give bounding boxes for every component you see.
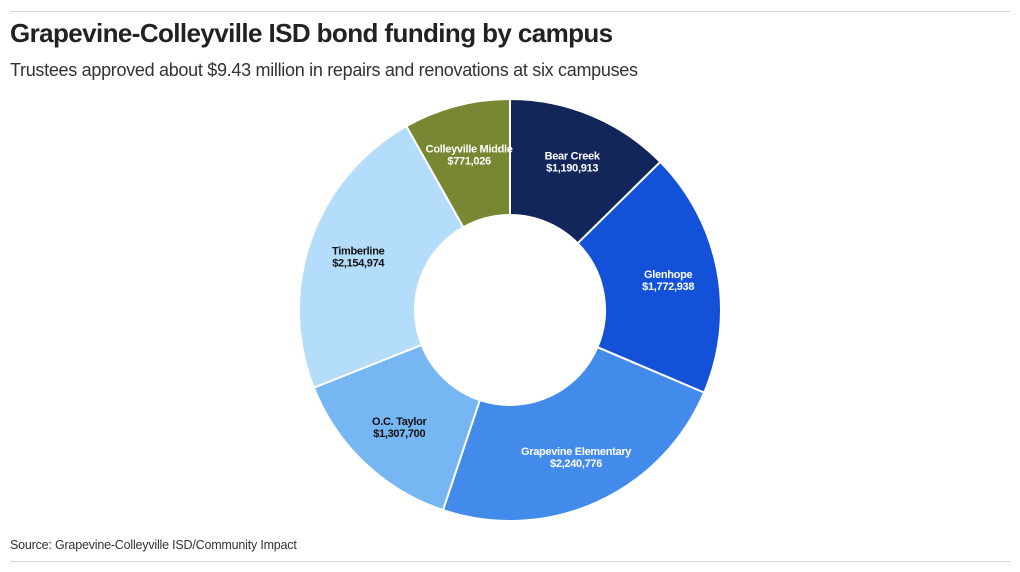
slice-value: $2,154,974 (332, 257, 385, 269)
chart-subtitle: Trustees approved about $9.43 million in… (10, 60, 638, 80)
slice-name: O.C. Taylor (372, 416, 428, 428)
slice-grapevine-elementary (441, 346, 706, 522)
slice-colleyville-middle (405, 98, 511, 229)
slice-name: Bear Creek (545, 150, 601, 162)
donut-slices (298, 98, 722, 522)
slice-label-bear-creek: Bear Creek $1,190,913 (545, 150, 601, 174)
slice-value: $1,772,938 (642, 281, 694, 293)
slice-label-o-c-taylor: O.C. Taylor $1,307,700 (372, 416, 428, 440)
slice-label-timberline: Timberline $2,154,974 (332, 245, 385, 269)
slice-name: Grapevine Elementary (521, 446, 632, 458)
slice-labels: Bear Creek $1,190,913 Glenhope $1,772,938 Gr… (332, 143, 695, 470)
slice-o-c-taylor (312, 343, 481, 512)
bottom-divider (10, 561, 1010, 562)
slice-value: $2,240,776 (550, 458, 602, 470)
source-note: Source: Grapevine-Colleyville ISD/Commun… (10, 538, 297, 552)
slice-timberline (298, 125, 465, 389)
slice-value: $1,190,913 (546, 162, 598, 174)
slice-name: Timberline (332, 245, 385, 257)
slice-label-glenhope: Glenhope $1,772,938 (642, 269, 694, 293)
slice-label-grapevine-elementary: Grapevine Elementary $2,240,776 (521, 446, 632, 470)
chart-title: Grapevine-Colleyville ISD bond funding b… (10, 18, 613, 48)
top-divider (10, 11, 1010, 12)
slice-name: Colleyville Middle (426, 143, 513, 155)
slice-value: $771,026 (447, 155, 491, 167)
slice-name: Glenhope (644, 269, 693, 281)
slice-label-colleyville-middle: Colleyville Middle $771,026 (426, 143, 513, 167)
slice-value: $1,307,700 (373, 428, 425, 440)
slice-glenhope (576, 160, 722, 394)
